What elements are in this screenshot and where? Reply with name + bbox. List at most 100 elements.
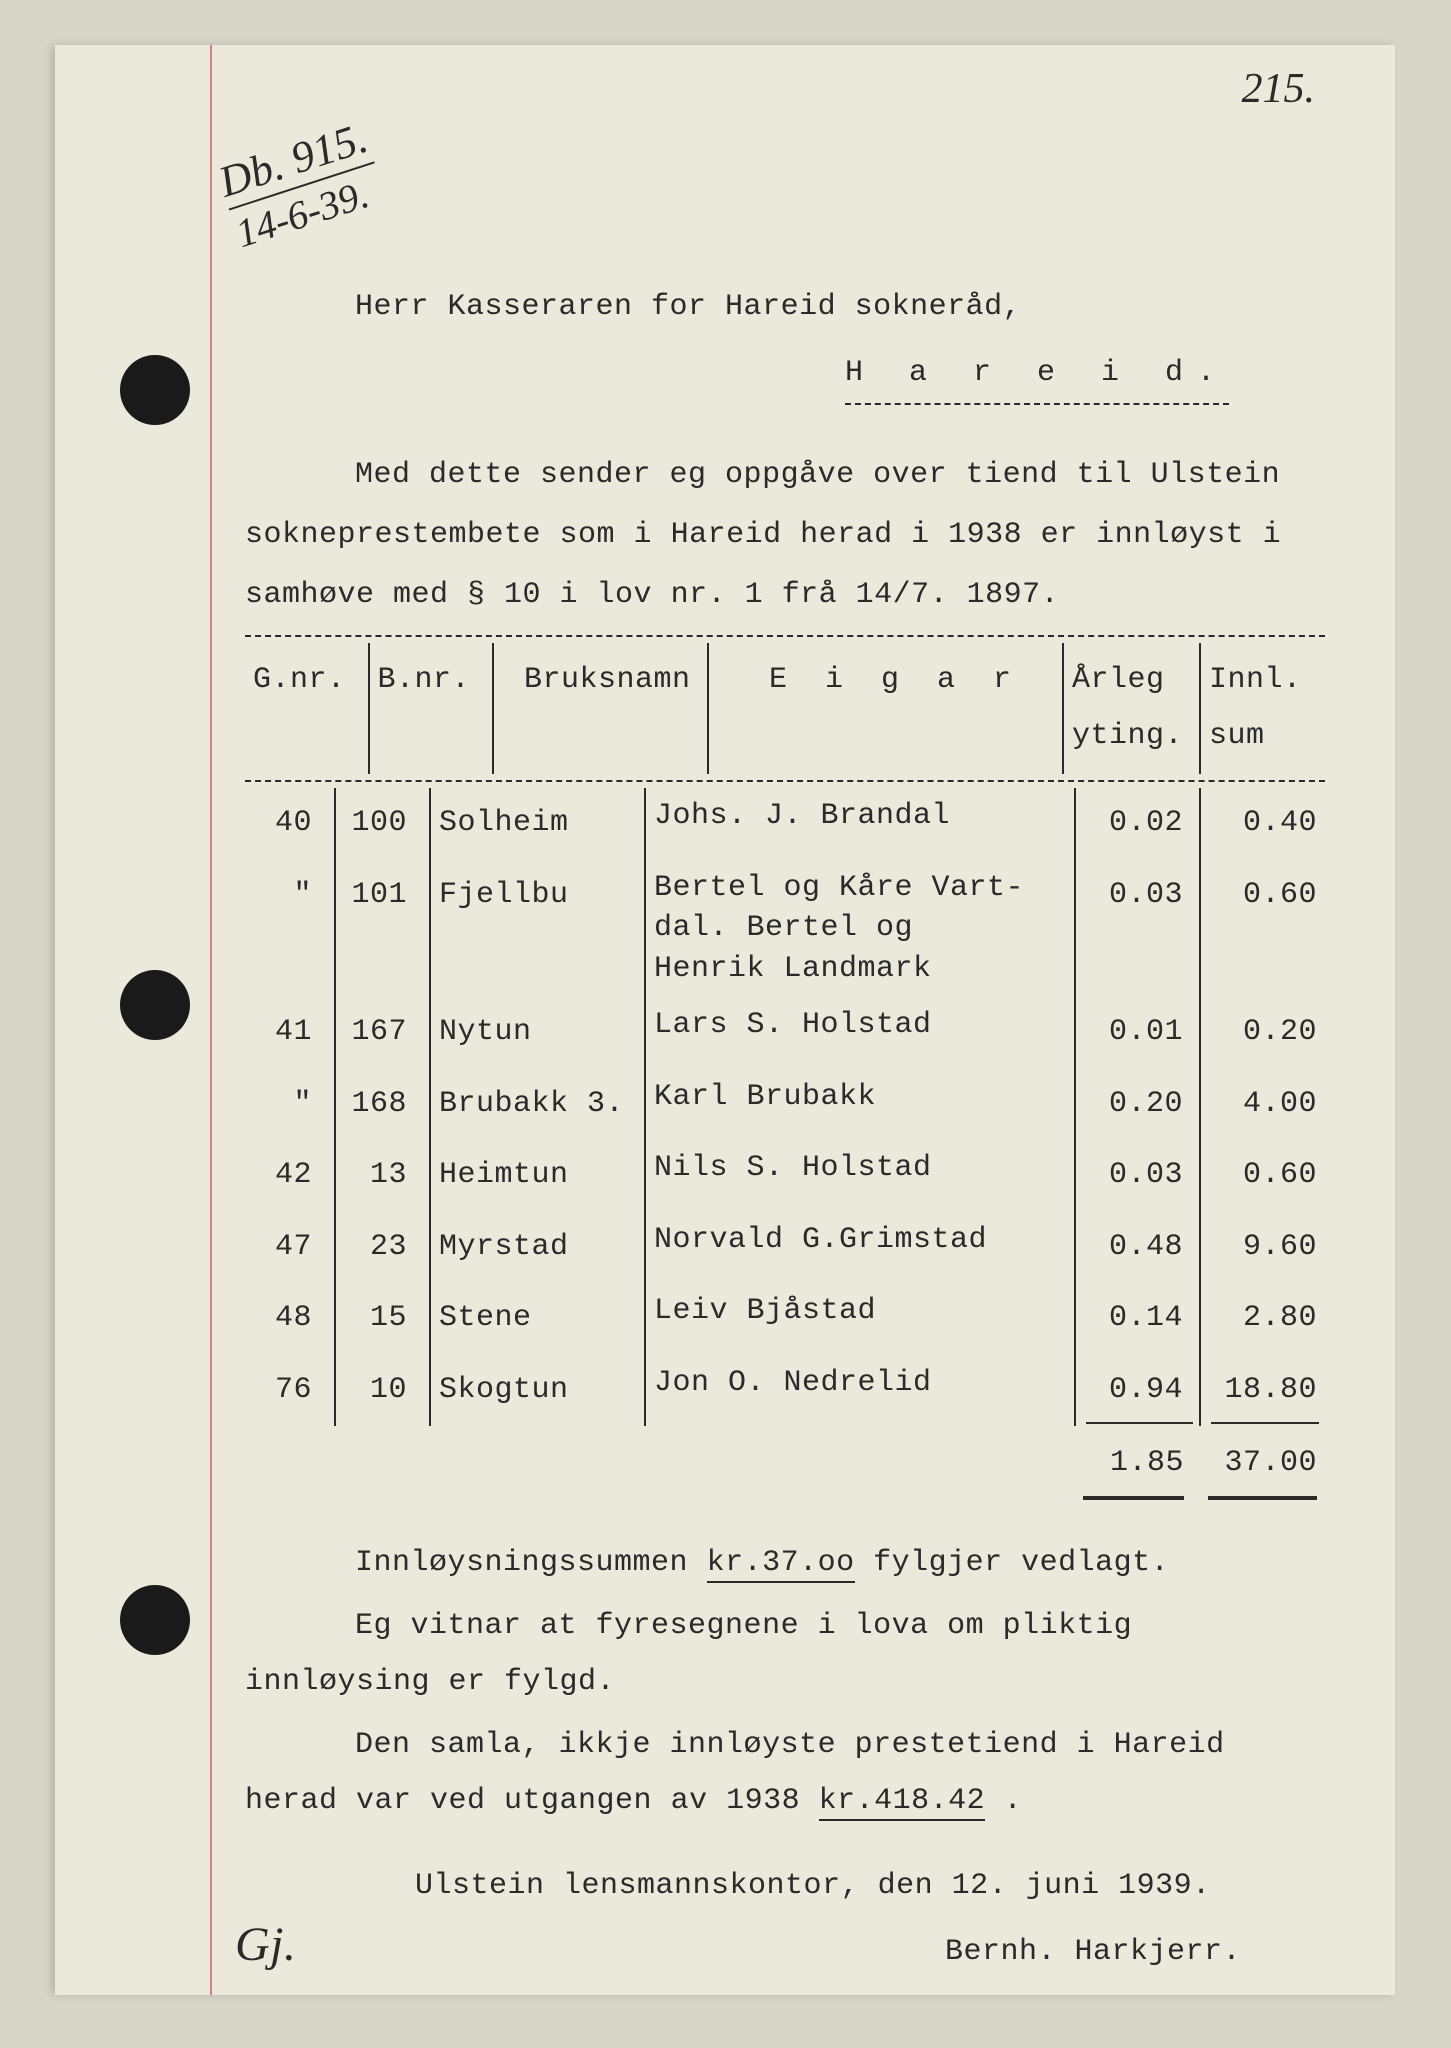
cell-eigar: Lars S. Holstad (645, 997, 1075, 1069)
intro-paragraph: Med dette sender eg oppgåve over tiend t… (245, 445, 1325, 625)
cell-gnr: " (245, 1069, 335, 1141)
cell-gnr: 40 (245, 788, 335, 860)
closing-amount-1: kr.37.oo (707, 1546, 855, 1583)
cell-sum: 0.20 (1200, 997, 1325, 1069)
cell-eigar: Jon O. Nedrelid (645, 1355, 1075, 1427)
table-row: 7610SkogtunJon O. Nedrelid0.9418.80 (245, 1355, 1325, 1427)
handwritten-stamp: Db. 915. 14-6-39. (213, 114, 389, 257)
punch-hole (120, 1585, 190, 1655)
cell-bruksnamn: Skogtun (430, 1355, 645, 1427)
cell-yting: 0.03 (1075, 1140, 1200, 1212)
cell-bruksnamn: Heimtun (430, 1140, 645, 1212)
addressee-line-1: Herr Kasseraren for Hareid sokneråd, (245, 280, 1325, 336)
cell-gnr: 48 (245, 1283, 335, 1355)
col-header-sum-l2: sum (1209, 719, 1265, 753)
closing-amount-2: kr.418.42 (819, 1784, 986, 1821)
closing-l1-b: fylgjer vedlagt. (855, 1546, 1170, 1580)
total-sum: 37.00 (1200, 1426, 1325, 1508)
cell-yting: 0.02 (1075, 788, 1200, 860)
punch-hole (120, 970, 190, 1040)
cell-bnr: 168 (335, 1069, 430, 1141)
table-total-row: 1.8537.00 (245, 1426, 1325, 1508)
cell-sum: 2.80 (1200, 1283, 1325, 1355)
addressee-place: H a r e i d. (845, 346, 1229, 406)
punch-hole (120, 355, 190, 425)
cell-sum: 0.40 (1200, 788, 1325, 860)
closing-l3-a: Den samla, ikkje innløyste prestetiend i… (245, 1728, 1225, 1818)
col-header-bruksnamn: Bruksnamn (493, 643, 708, 774)
cell-eigar: Karl Brubakk (645, 1069, 1075, 1141)
cell-bnr: 100 (335, 788, 430, 860)
cell-bnr: 13 (335, 1140, 430, 1212)
cell-eigar: Leiv Bjåstad (645, 1283, 1075, 1355)
cell-bruksnamn: Brubakk 3. (430, 1069, 645, 1141)
cell-bruksnamn: Myrstad (430, 1212, 645, 1284)
signature: Bernh. Harkjerr. (245, 1925, 1325, 1981)
document-page: 215. Db. 915. 14-6-39. Herr Kasseraren f… (55, 45, 1395, 1995)
closing-l1-a: Innløysningssummen (355, 1546, 707, 1580)
closing-line-3: Den samla, ikkje innløyste prestetiend i… (245, 1718, 1325, 1829)
col-header-sum-l1: Innl. (1209, 663, 1302, 697)
closing-l3-b: . (985, 1784, 1022, 1818)
table-rule-top (245, 635, 1325, 637)
cell-bruksnamn: Stene (430, 1283, 645, 1355)
cell-gnr: " (245, 860, 335, 998)
table-header-row: G.nr. B.nr. Bruksnamn E i g a r Årleg yt… (245, 643, 1325, 774)
col-header-gnr: G.nr. (245, 643, 369, 774)
cell-gnr: 41 (245, 997, 335, 1069)
cell-gnr: 42 (245, 1140, 335, 1212)
closing-line-1: Innløysningssummen kr.37.oo fylgjer vedl… (245, 1536, 1325, 1592)
col-header-yting-l1: Årleg (1072, 663, 1165, 697)
col-header-yting: Årleg yting. (1063, 643, 1200, 774)
addressee-line-2: H a r e i d. (245, 346, 1325, 406)
col-header-bnr: B.nr. (369, 643, 494, 774)
margin-rule (210, 45, 212, 1995)
cell-sum: 18.80 (1200, 1355, 1325, 1427)
cell-bruksnamn: Nytun (430, 997, 645, 1069)
cell-bnr: 23 (335, 1212, 430, 1284)
letter-content: Herr Kasseraren for Hareid sokneråd, H a… (245, 280, 1325, 1980)
col-header-eigar: E i g a r (708, 643, 1063, 774)
cell-yting: 0.48 (1075, 1212, 1200, 1284)
col-header-yting-l2: yting. (1072, 719, 1183, 753)
cell-yting: 0.03 (1075, 860, 1200, 998)
table-row: "168Brubakk 3.Karl Brubakk0.204.00 (245, 1069, 1325, 1141)
cell-yting: 0.01 (1075, 997, 1200, 1069)
cell-bnr: 10 (335, 1355, 430, 1427)
closing-block: Innløysningssummen kr.37.oo fylgjer vedl… (245, 1536, 1325, 1981)
total-yting: 1.85 (1075, 1426, 1200, 1508)
table-row: 4723MyrstadNorvald G.Grimstad0.489.60 (245, 1212, 1325, 1284)
table-row: 4815SteneLeiv Bjåstad0.142.80 (245, 1283, 1325, 1355)
cell-sum: 0.60 (1200, 860, 1325, 998)
initials-handwritten: Gj. (235, 1901, 297, 1990)
cell-bruksnamn: Fjellbu (430, 860, 645, 998)
cell-eigar: Johs. J. Brandal (645, 788, 1075, 860)
col-header-sum: Innl. sum (1200, 643, 1325, 774)
page-number-handwritten: 215. (1242, 65, 1316, 113)
table-row: 4213HeimtunNils S. Holstad0.030.60 (245, 1140, 1325, 1212)
table-rule-mid (245, 780, 1325, 782)
cell-bnr: 101 (335, 860, 430, 998)
closing-line-2: Eg vitnar at fyresegnene i lova om plikt… (245, 1599, 1325, 1710)
cell-yting: 0.94 (1075, 1355, 1200, 1427)
cell-sum: 4.00 (1200, 1069, 1325, 1141)
table-row: 40100SolheimJohs. J. Brandal0.020.40 (245, 788, 1325, 860)
cell-yting: 0.14 (1075, 1283, 1200, 1355)
cell-gnr: 47 (245, 1212, 335, 1284)
table: G.nr. B.nr. Bruksnamn E i g a r Årleg yt… (245, 643, 1325, 774)
tithe-table: G.nr. B.nr. Bruksnamn E i g a r Årleg yt… (245, 635, 1325, 1508)
cell-gnr: 76 (245, 1355, 335, 1427)
cell-eigar: Bertel og Kåre Vart-dal. Bertel ogHenrik… (645, 860, 1075, 998)
cell-eigar: Norvald G.Grimstad (645, 1212, 1075, 1284)
cell-yting: 0.20 (1075, 1069, 1200, 1141)
table-body: 40100SolheimJohs. J. Brandal0.020.40"101… (245, 788, 1325, 1508)
table-row: 41167NytunLars S. Holstad0.010.20 (245, 997, 1325, 1069)
cell-eigar: Nils S. Holstad (645, 1140, 1075, 1212)
cell-bruksnamn: Solheim (430, 788, 645, 860)
cell-sum: 9.60 (1200, 1212, 1325, 1284)
place-and-date: Ulstein lensmannskontor, den 12. juni 19… (245, 1859, 1325, 1915)
cell-bnr: 167 (335, 997, 430, 1069)
cell-bnr: 15 (335, 1283, 430, 1355)
table-row: "101FjellbuBertel og Kåre Vart-dal. Bert… (245, 860, 1325, 998)
cell-sum: 0.60 (1200, 1140, 1325, 1212)
